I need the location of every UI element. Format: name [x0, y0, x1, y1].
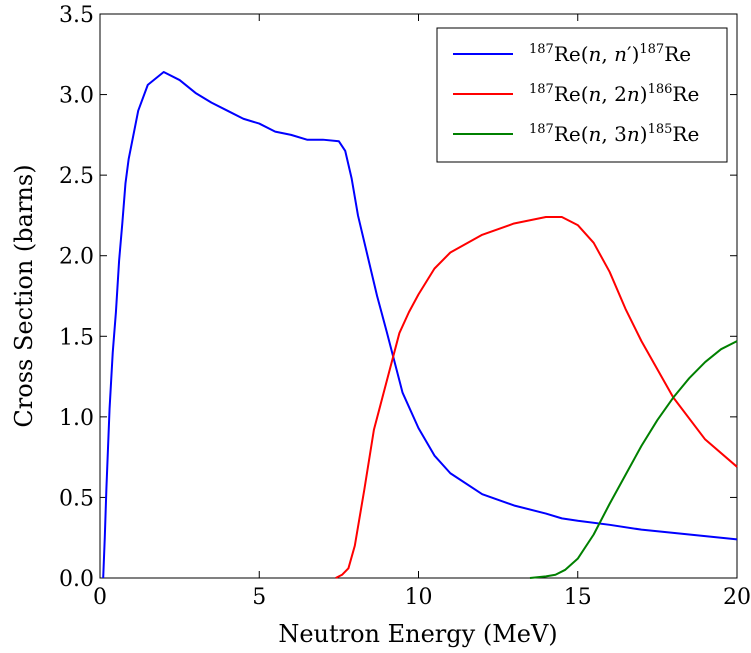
- y-tick-label: 3.5: [59, 3, 94, 28]
- y-tick-label: 2.0: [59, 245, 94, 270]
- y-tick-label: 2.5: [59, 164, 94, 189]
- y-tick-label: 3.0: [59, 84, 94, 109]
- series-line-0: [102, 71, 738, 579]
- legend-group: 187Re(n, n′)187Re 187Re(n, 2n)186Re 187Re(…: [436, 27, 728, 163]
- y-tick-label: 0.5: [59, 486, 94, 511]
- legend-label-2: 187Re(n, 3n)185Re: [529, 122, 699, 146]
- x-tick-label: 5: [252, 585, 266, 610]
- legend-label-1: 187Re(n, 2n)186Re: [529, 82, 699, 106]
- series-line-1: [335, 216, 738, 579]
- series-group: [102, 71, 738, 579]
- x-tick-label: 20: [723, 585, 751, 610]
- series-line-2: [529, 340, 738, 579]
- y-tick-label: 1.0: [59, 406, 94, 431]
- ticks-group: 0 5 10 15 20 0.0 0.5 1.0 1.5 2.0 2.5 3.0 3.5: [59, 3, 751, 610]
- y-tick-label: 0.0: [59, 567, 94, 592]
- x-tick-label: 10: [405, 585, 433, 610]
- x-tick-label: 0: [93, 585, 107, 610]
- x-axis-label: Neutron Energy (MeV): [278, 620, 557, 648]
- y-axis-label: Cross Section (barns): [10, 164, 38, 427]
- y-tick-label: 1.5: [59, 325, 94, 350]
- x-tick-label: 15: [564, 585, 592, 610]
- legend-label-0: 187Re(n, n′)187Re: [529, 42, 691, 66]
